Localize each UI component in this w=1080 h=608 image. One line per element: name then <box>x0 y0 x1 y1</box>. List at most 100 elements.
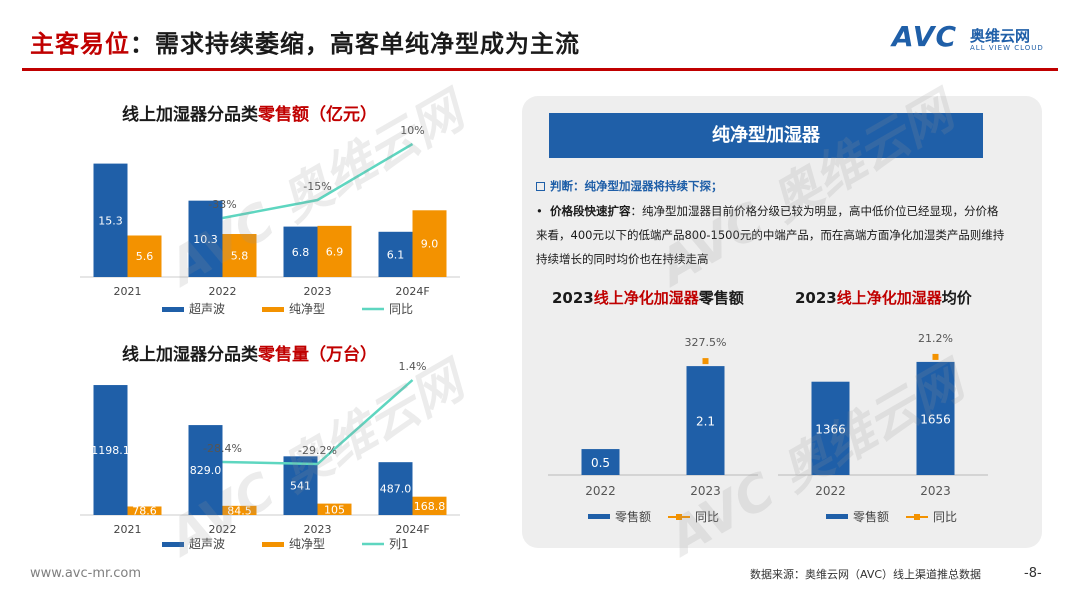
left-chart-2-bar-label: 105 <box>324 503 345 516</box>
right-chart-2-title-suffix: 均价 <box>941 289 972 307</box>
left-chart-2-yoy-label: 1.4% <box>399 360 427 373</box>
left-chart-2-bar-label: 487.0 <box>380 483 412 496</box>
left-chart-1-legend-swatch <box>162 307 184 312</box>
panel-banner: 纯净型加湿器 <box>549 113 983 158</box>
logo-en: ALL VIEW CLOUD <box>970 44 1044 52</box>
left-chart-2-legend-swatch <box>262 542 284 547</box>
left-chart-1: 15.3 5.6 2021 10.3 5.8 2022 6.8 6.9 2023 6.1 9.0 20… <box>80 124 460 316</box>
right-chart-2-title: 2023线上净化加湿器均价 <box>795 287 972 308</box>
left-chart-1-tick-label: 2024F <box>395 285 429 298</box>
left-chart-2-legend-label: 纯净型 <box>289 537 325 551</box>
left-chart-1-legend-swatch <box>262 307 284 312</box>
left-chart-1-bar-label: 6.9 <box>326 245 344 258</box>
right-chart-1-bar <box>581 449 620 475</box>
right-chart-1-legend-swatch <box>676 514 682 520</box>
right-charts: 0.5 2022 2.1 2023 327.5% 零售额 同比 1366 2022 1656 202… <box>548 332 988 524</box>
bullet-dot-icon: • <box>536 204 543 218</box>
right-chart-1-legend-label: 同比 <box>695 510 719 524</box>
left-chart-2-bar-label: 1198.1 <box>91 444 130 457</box>
left-chart-1-bar-pure <box>412 210 447 277</box>
page-title-highlight: 主客易位 <box>30 30 130 58</box>
page-title-rest: ：需求持续萎缩，高客单纯净型成为主流 <box>130 30 580 58</box>
left-chart-1-bar-label: 10.3 <box>193 233 218 246</box>
right-chart-2-legend-swatch <box>826 514 848 519</box>
left-chart-2-yoy-label: -28.4% <box>203 442 242 455</box>
left-chart-1-bar-label: 5.6 <box>136 250 154 263</box>
left-chart-2-bar-pure <box>127 506 162 515</box>
left-chart-2-legend-label: 超声波 <box>189 536 225 551</box>
right-chart-2-bar-label: 1366 <box>815 422 846 436</box>
left-chart-1-bar-label: 5.8 <box>231 250 249 263</box>
right-chart-2-bar <box>916 361 955 475</box>
left-chart-2-tick-label: 2022 <box>209 523 237 536</box>
left-chart-1-yoy-label: 10% <box>400 124 424 137</box>
right-chart-1-bar-label: 2.1 <box>696 415 715 429</box>
checkbox-icon <box>536 182 545 191</box>
left-chart-1-bar-label: 6.8 <box>292 246 310 259</box>
page-number: -8- <box>1024 566 1042 581</box>
left-chart-1-yoy-label: -15% <box>303 180 331 193</box>
left-chart-1-legend-label: 纯净型 <box>289 302 325 316</box>
right-chart-2-tick-label: 2023 <box>920 484 951 498</box>
right-chart-2-legend-label: 同比 <box>933 510 957 524</box>
right-chart-1-tick-label: 2023 <box>690 484 721 498</box>
right-chart-2-yoy-label: 21.2% <box>918 332 953 345</box>
footer-source: 数据来源：奥维云网（AVC）线上渠道推总数据 <box>750 568 982 581</box>
right-chart-2-title-highlight: 线上净化加湿器 <box>836 289 942 307</box>
panel-bullet: • 价格段快速扩容：纯净型加湿器目前价格分级已较为明显，高中低价位已经显现，分价格… <box>536 199 1006 271</box>
right-chart-2-legend-swatch <box>914 514 920 520</box>
left-chart-2-bar-ultrasonic <box>378 462 413 515</box>
right-chart-1-bar-label: 0.5 <box>591 456 610 470</box>
left-chart-1-bar-label: 9.0 <box>421 238 439 251</box>
right-chart-1-bar <box>686 366 725 475</box>
left-chart-2-title-prefix: 线上加湿器分品类 <box>122 345 258 365</box>
right-chart-2-yoy-marker <box>932 353 939 360</box>
left-chart-1-tick-label: 2021 <box>114 285 142 298</box>
left-chart-1-bar-pure <box>317 225 352 277</box>
left-chart-2-bar-label: 168.8 <box>414 500 446 513</box>
left-chart-1-bar-pure <box>127 235 162 277</box>
left-chart-1-bar-ultrasonic <box>283 226 318 277</box>
right-chart-2-legend-label: 零售额 <box>853 509 889 524</box>
right-chart-2-title-prefix: 2023 <box>795 289 837 307</box>
page-title: 主客易位：需求持续萎缩，高客单纯净型成为主流 <box>30 24 580 59</box>
left-chart-1-bar-label: 15.3 <box>98 214 123 227</box>
right-chart-2-bar-label: 1656 <box>920 412 951 426</box>
logo-cn: 奥维云网 <box>970 27 1031 45</box>
left-chart-1-bar-ultrasonic <box>188 200 223 277</box>
left-chart-2-title: 线上加湿器分品类零售量（万台） <box>122 340 377 365</box>
left-chart-1-title-highlight: 零售额（亿元） <box>258 105 377 125</box>
left-chart-2-bar-pure <box>412 496 447 515</box>
right-chart-1-legend-label: 零售额 <box>615 509 651 524</box>
left-chart-2-bar-pure <box>317 503 352 515</box>
left-chart-2-legend-label: 列1 <box>389 537 409 551</box>
left-chart-1-bar-ultrasonic <box>93 163 128 277</box>
right-chart-1-yoy-label: 327.5% <box>685 336 727 349</box>
panel-judgement: 判断：纯净型加湿器将持续下探； <box>536 178 723 194</box>
left-chart-2-bar-ultrasonic <box>93 385 128 515</box>
left-chart-2-legend-swatch <box>162 542 184 547</box>
left-chart-1-tick-label: 2022 <box>209 285 237 298</box>
avc-logo: AVC 奥维云网 ALL VIEW CLOUD <box>892 20 1062 58</box>
left-chart-2: 1198.1 78.6 2021 829.0 84.5 2022 541 105 2023 487… <box>80 360 460 551</box>
panel-judgement-text: 判断：纯净型加湿器将持续下探； <box>550 179 723 193</box>
left-chart-2-title-highlight: 零售量（万台） <box>258 345 377 365</box>
right-chart-1-yoy-marker <box>702 358 709 365</box>
left-chart-1-tick-label: 2023 <box>304 285 332 298</box>
left-chart-2-bar-ultrasonic <box>283 456 318 515</box>
left-chart-1-title-prefix: 线上加湿器分品类 <box>122 105 258 125</box>
left-chart-1-bar-label: 6.1 <box>387 248 405 261</box>
left-chart-2-bar-label: 541 <box>290 480 311 493</box>
panel-bullet-keyword: 价格段快速扩容 <box>550 204 631 218</box>
left-chart-1-title: 线上加湿器分品类零售额（亿元） <box>122 100 377 125</box>
left-chart-2-tick-label: 2024F <box>395 523 429 536</box>
left-chart-2-bar-pure <box>222 505 257 515</box>
right-chart-1-legend-swatch <box>588 514 610 519</box>
left-chart-1-yoy-line <box>222 142 414 220</box>
logo-mark: AVC <box>892 20 957 53</box>
left-chart-1-legend-label: 同比 <box>389 302 413 316</box>
right-chart-1-title-highlight: 线上净化加湿器 <box>593 289 699 307</box>
left-chart-1-bar-pure <box>222 234 257 277</box>
panel-bullet-text: ：纯净型加湿器目前价格分级已较为明显，高中低价位已经显现，分价格来看，400元以… <box>536 204 1005 266</box>
right-chart-1-title: 2023线上净化加湿器零售额 <box>552 287 744 308</box>
